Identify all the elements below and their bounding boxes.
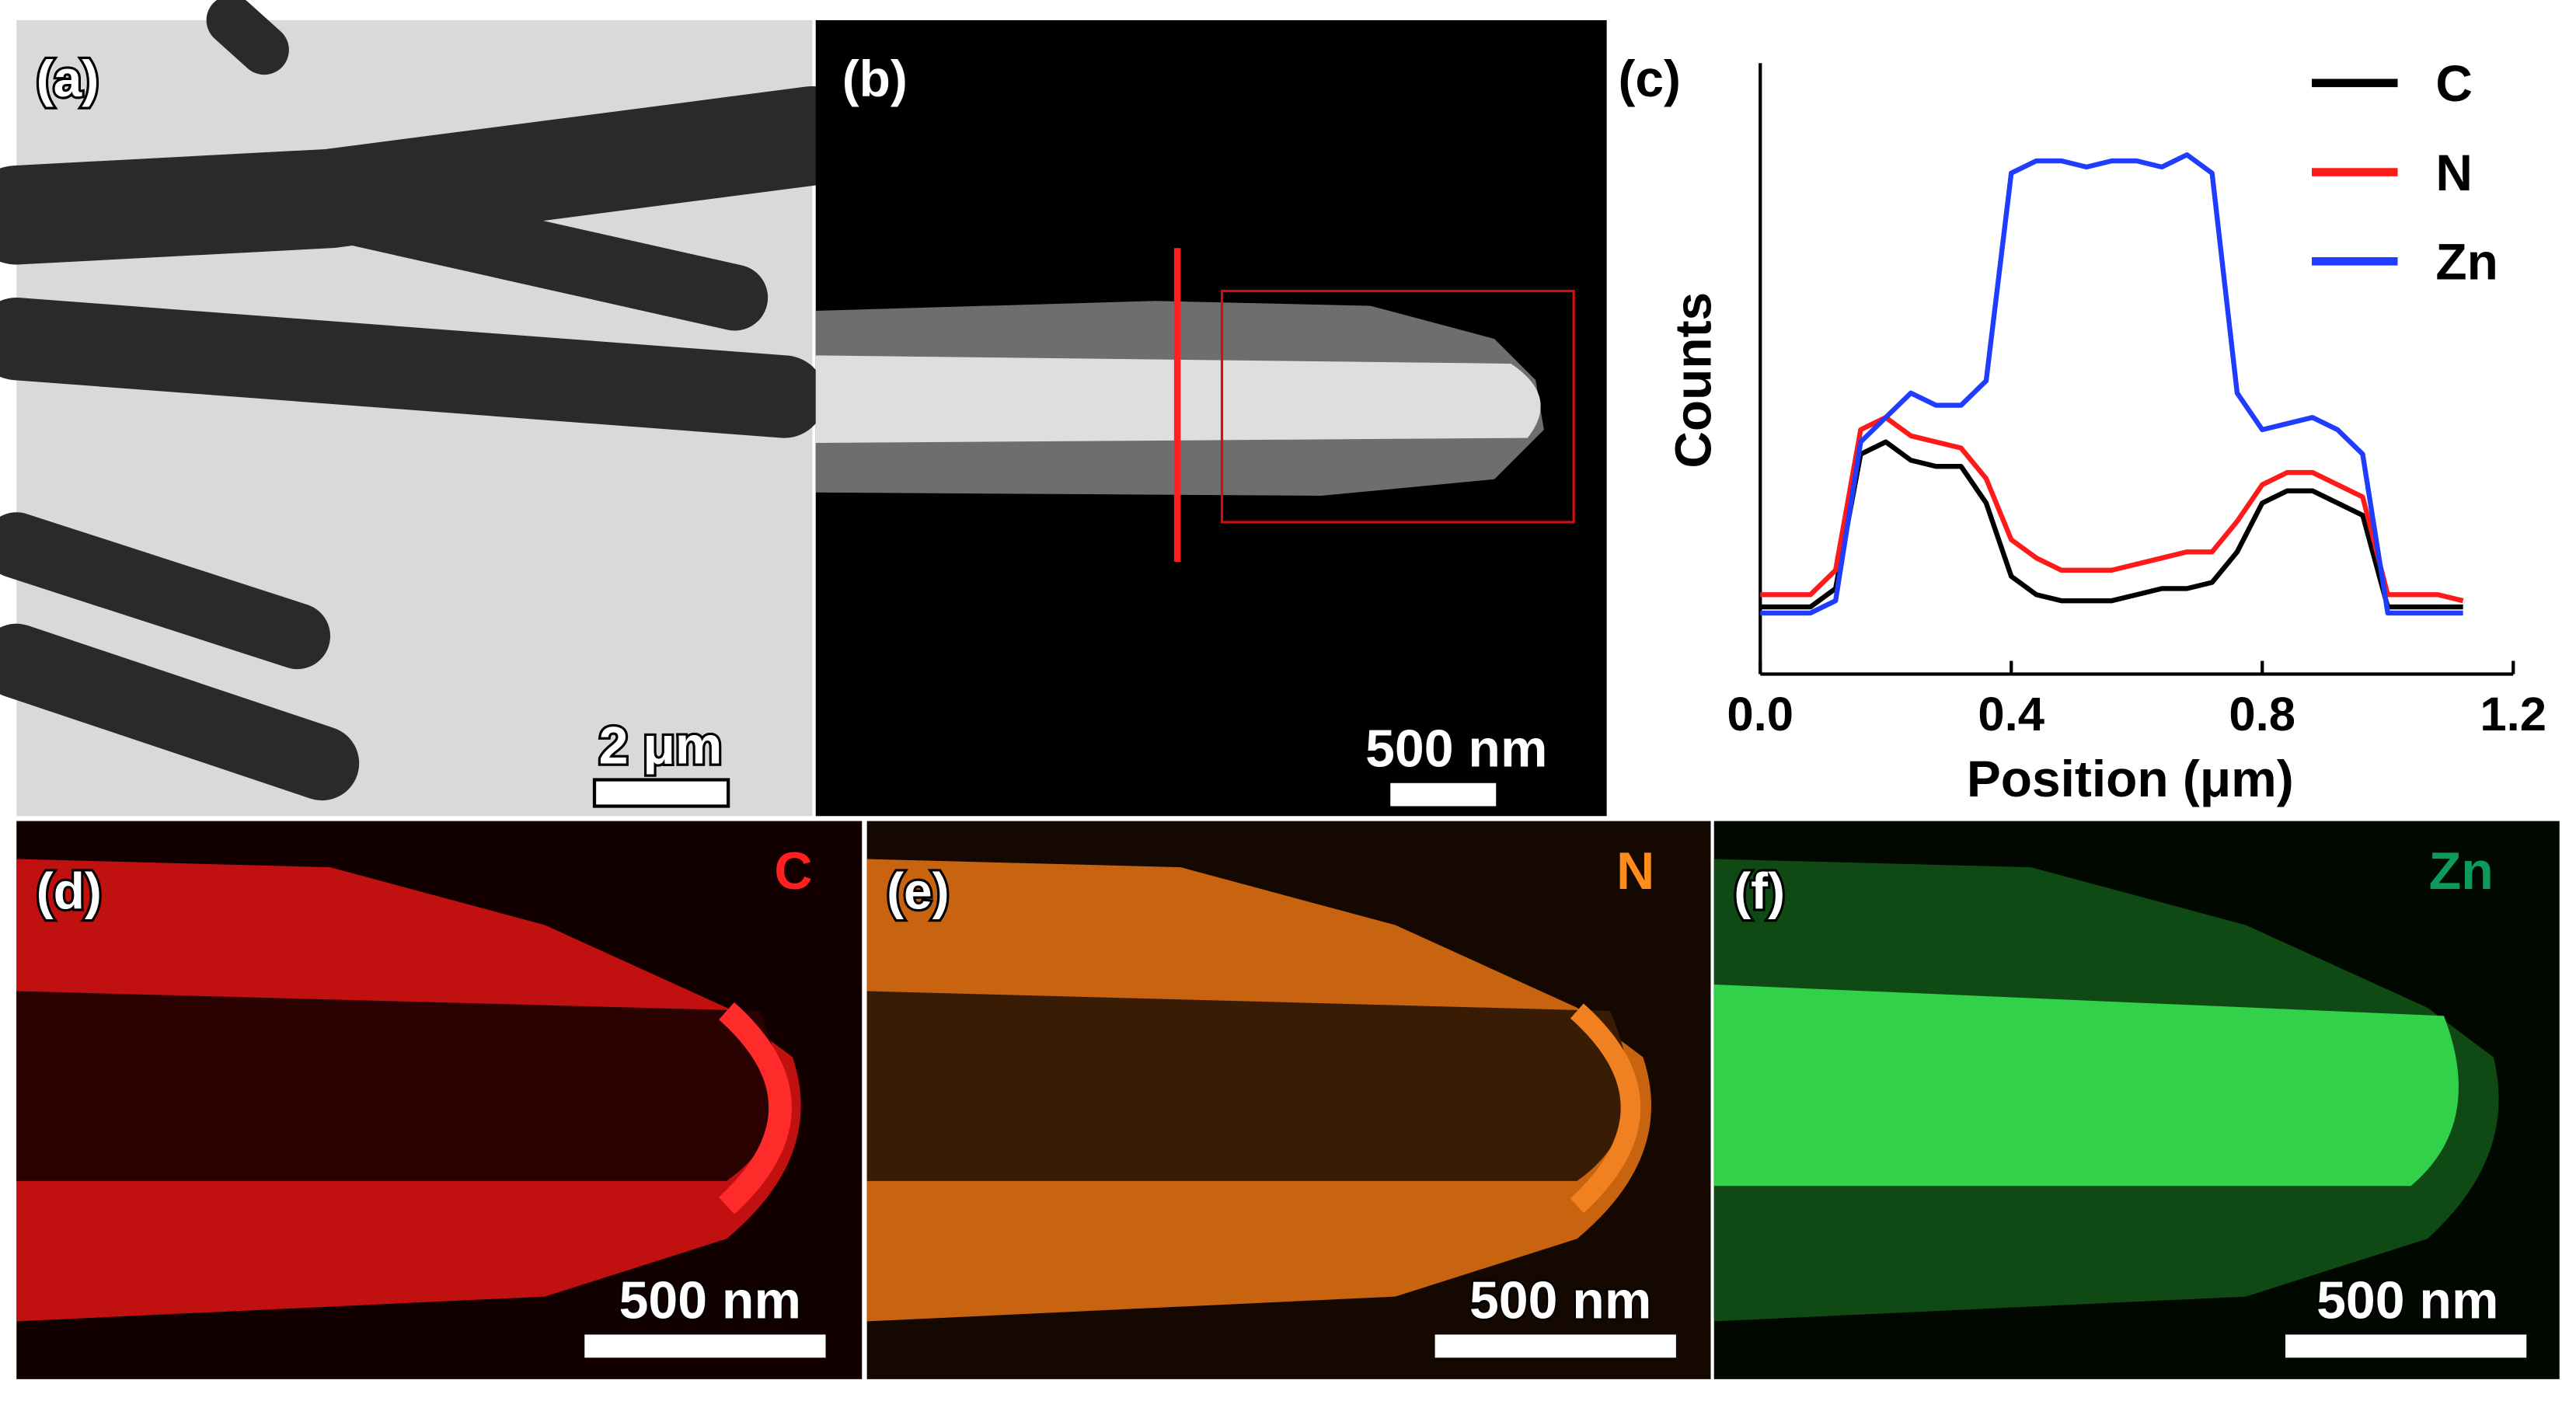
- scale-bar-label: 500 nm: [619, 1270, 801, 1330]
- panel-e: (e) N 500 nm: [866, 821, 1711, 1379]
- scale-bar-label: 500 nm: [2316, 1270, 2498, 1330]
- scale-bar-label: 500 nm: [1365, 720, 1547, 779]
- panel-d: (d) C 500 nm: [16, 821, 863, 1379]
- element-label: Zn: [2429, 842, 2494, 901]
- scale-bar-label: 500 nm: [1469, 1270, 1651, 1330]
- scale-bar-label: 2 μm: [599, 716, 723, 775]
- legend-label: Zn: [2435, 233, 2498, 291]
- x-axis-label: Position (μm): [1967, 750, 2294, 807]
- x-tick-label: 0.8: [2229, 688, 2295, 741]
- panel-label: (d): [37, 862, 102, 919]
- panel-label: (e): [887, 862, 950, 919]
- panel-label: (f): [1734, 862, 1785, 919]
- legend-label: C: [2435, 54, 2473, 112]
- panel-label: (b): [842, 50, 908, 107]
- legend-label: N: [2435, 144, 2473, 201]
- data-line: [1760, 152, 2463, 616]
- x-tick-label: 0.4: [1978, 688, 2044, 741]
- data-line: [1760, 439, 2463, 610]
- x-tick-label: 0.0: [1727, 688, 1793, 741]
- panel-label: (c): [1619, 50, 1682, 107]
- panel-b: (b) 500 nm: [815, 20, 1607, 817]
- panel-a: (a) 2 μm: [0, 0, 863, 817]
- panel-c: (c) Position (μm) Counts 0.0 0.4 0.8 1.2 CNZ…: [1619, 50, 2547, 807]
- element-label: N: [1616, 842, 1654, 901]
- panel-label: (a): [37, 50, 99, 107]
- x-tick-label: 1.2: [2480, 688, 2546, 741]
- panel-f: (f) Zn 500 nm: [1713, 821, 2560, 1379]
- element-label: C: [774, 842, 812, 901]
- data-line: [1760, 415, 2464, 604]
- y-axis-label: Counts: [1664, 292, 1722, 469]
